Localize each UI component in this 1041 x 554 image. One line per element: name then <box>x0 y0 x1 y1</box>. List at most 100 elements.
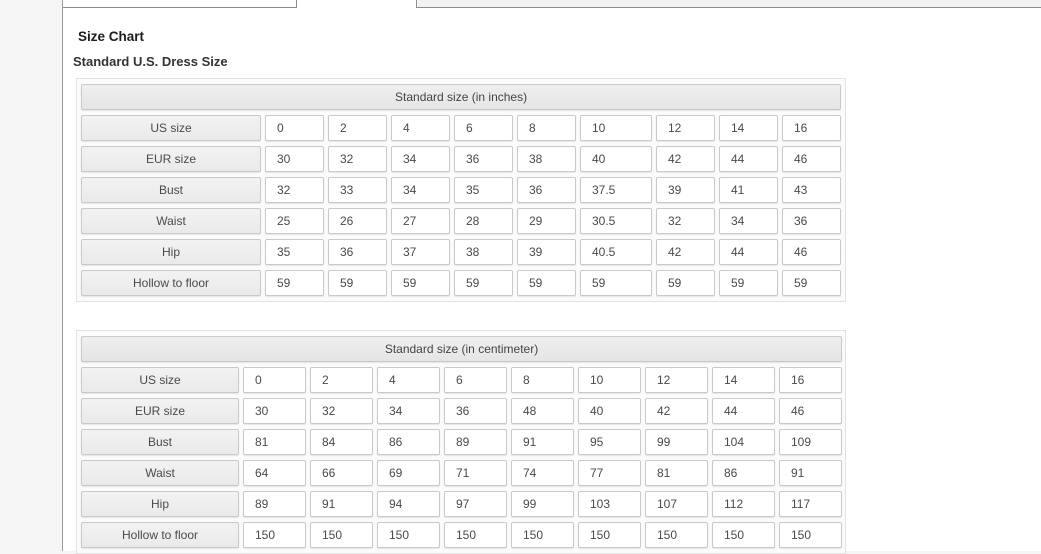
size-cell: 71 <box>444 460 507 486</box>
size-cell: 81 <box>645 460 708 486</box>
size-cell: 46 <box>782 146 842 172</box>
table-header-row: Standard size (in centimeter) <box>81 336 843 362</box>
size-cell: 97 <box>444 491 507 517</box>
size-table-grid: Standard size (in inches) US size 0 2 4 6 8 10 1… <box>77 79 845 301</box>
size-cell: 12 <box>645 367 708 393</box>
row-label: Bust <box>81 177 261 203</box>
size-cell: 10 <box>578 367 641 393</box>
row-label: Waist <box>81 208 261 234</box>
size-cell: 104 <box>712 429 775 455</box>
table-row: Waist 25 26 27 28 29 30.5 32 34 36 <box>81 208 842 234</box>
table-row: Hollow to floor 59 59 59 59 59 59 59 59 59 <box>81 270 842 296</box>
table-row: Hollow to floor 150 150 150 150 150 150 150 150 1… <box>81 522 843 548</box>
size-cell: 59 <box>580 270 652 296</box>
size-cell: 150 <box>310 522 373 548</box>
row-label: Waist <box>81 460 239 486</box>
size-cell: 2 <box>310 367 373 393</box>
content-panel: Size Chart Standard U.S. Dress Size Stan… <box>62 0 1041 554</box>
table-title: Standard size (in inches) <box>81 84 842 110</box>
size-cell: 150 <box>377 522 440 548</box>
size-cell: 10 <box>580 115 652 141</box>
size-cell: 25 <box>265 208 324 234</box>
size-cell: 91 <box>511 429 574 455</box>
size-cell: 86 <box>712 460 775 486</box>
size-cell: 59 <box>782 270 842 296</box>
size-cell: 44 <box>719 146 778 172</box>
size-cell: 38 <box>454 239 513 265</box>
size-cell: 27 <box>391 208 450 234</box>
size-cell: 16 <box>779 367 843 393</box>
size-cell: 12 <box>656 115 715 141</box>
row-label: EUR size <box>81 398 239 424</box>
size-cell: 37 <box>391 239 450 265</box>
size-cell: 94 <box>377 491 440 517</box>
size-cell: 42 <box>656 146 715 172</box>
size-cell: 36 <box>444 398 507 424</box>
size-cell: 32 <box>656 208 715 234</box>
size-cell: 81 <box>243 429 306 455</box>
section-title: Standard U.S. Dress Size <box>73 54 228 69</box>
size-cell: 44 <box>719 239 778 265</box>
row-label: Hip <box>81 491 239 517</box>
size-cell: 69 <box>377 460 440 486</box>
size-cell: 8 <box>511 367 574 393</box>
table-row: Hip 89 91 94 97 99 103 107 112 117 <box>81 491 843 517</box>
size-cell: 59 <box>328 270 387 296</box>
size-cell: 99 <box>511 491 574 517</box>
size-cell: 37.5 <box>580 177 652 203</box>
size-cell: 26 <box>328 208 387 234</box>
size-cell: 35 <box>265 239 324 265</box>
size-cell: 39 <box>656 177 715 203</box>
size-cell: 30 <box>243 398 306 424</box>
size-cell: 150 <box>578 522 641 548</box>
size-cell: 29 <box>517 208 576 234</box>
size-cell: 89 <box>444 429 507 455</box>
size-cell: 34 <box>391 146 450 172</box>
size-cell: 41 <box>719 177 778 203</box>
size-cell: 34 <box>391 177 450 203</box>
size-cell: 95 <box>578 429 641 455</box>
size-cell: 117 <box>779 491 843 517</box>
size-cell: 86 <box>377 429 440 455</box>
size-cell: 34 <box>377 398 440 424</box>
size-cell: 14 <box>712 367 775 393</box>
size-cell: 8 <box>517 115 576 141</box>
size-cell: 44 <box>712 398 775 424</box>
table-row: Bust 32 33 34 35 36 37.5 39 41 43 <box>81 177 842 203</box>
size-cell: 36 <box>517 177 576 203</box>
row-label: Hip <box>81 239 261 265</box>
size-cell: 32 <box>310 398 373 424</box>
size-cell: 43 <box>782 177 842 203</box>
size-table-inches: Standard size (in inches) US size 0 2 4 6 8 10 1… <box>76 78 846 302</box>
size-cell: 32 <box>265 177 324 203</box>
row-label: EUR size <box>81 146 261 172</box>
inactive-tab-area <box>418 0 1041 7</box>
size-cell: 64 <box>243 460 306 486</box>
size-cell: 36 <box>454 146 513 172</box>
size-cell: 42 <box>656 239 715 265</box>
row-label: Bust <box>81 429 239 455</box>
size-cell: 2 <box>328 115 387 141</box>
size-cell: 46 <box>782 239 842 265</box>
page-title: Size Chart <box>78 29 145 44</box>
table-row: Waist 64 66 69 71 74 77 81 86 91 <box>81 460 843 486</box>
size-cell: 150 <box>645 522 708 548</box>
size-cell: 40 <box>578 398 641 424</box>
row-label: US size <box>81 367 239 393</box>
size-tables: Standard size (in inches) US size 0 2 4 6 8 10 1… <box>63 78 1041 554</box>
size-cell: 91 <box>310 491 373 517</box>
size-cell: 30.5 <box>580 208 652 234</box>
size-cell: 0 <box>265 115 324 141</box>
size-cell: 38 <box>517 146 576 172</box>
table-header-row: Standard size (in inches) <box>81 84 842 110</box>
active-tab[interactable] <box>296 0 417 8</box>
size-cell: 77 <box>578 460 641 486</box>
size-cell: 40 <box>580 146 652 172</box>
size-table-centimeter: Standard size (in centimeter) US size 0 2 4 6… <box>76 330 846 554</box>
size-cell: 66 <box>310 460 373 486</box>
table-row: Bust 81 84 86 89 91 95 99 104 109 <box>81 429 843 455</box>
size-cell: 59 <box>517 270 576 296</box>
size-cell: 36 <box>328 239 387 265</box>
size-table-grid: Standard size (in centimeter) US size 0 2 4 6… <box>77 331 846 553</box>
